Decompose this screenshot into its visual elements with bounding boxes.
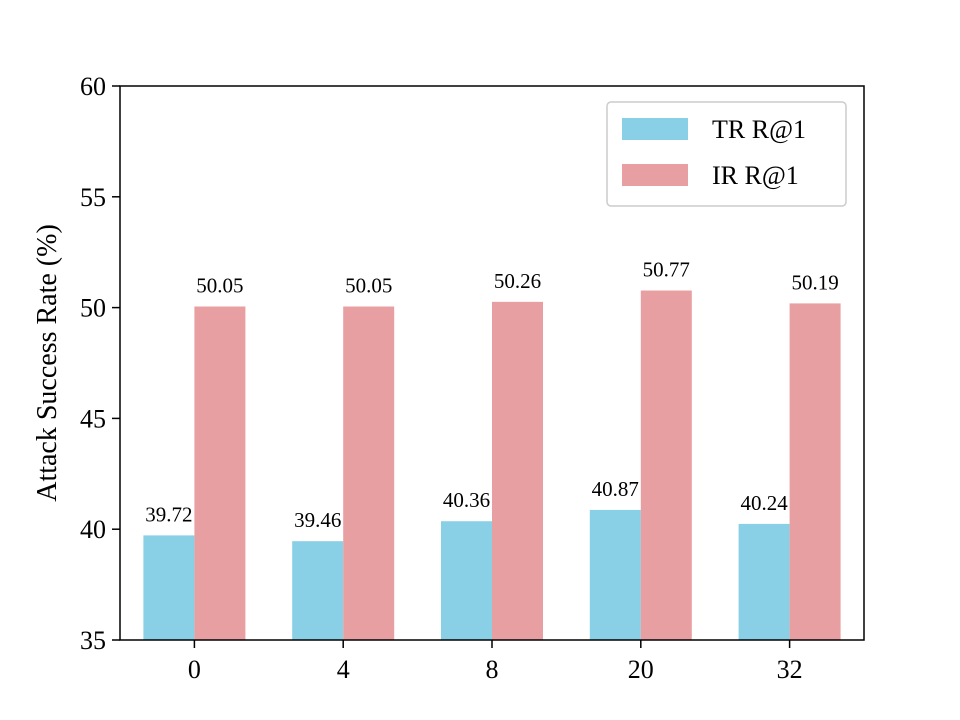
data-label-tr-20: 40.87 (592, 477, 639, 501)
y-tick-label-40: 40 (80, 515, 106, 544)
legend-label-ir: IR R@1 (712, 161, 799, 190)
bar-ir-4 (343, 306, 395, 640)
bars-layer (143, 290, 841, 640)
bar-tr-0 (143, 535, 195, 640)
bar-tr-8 (441, 521, 492, 640)
data-label-tr-4: 39.46 (294, 508, 341, 532)
bar-tr-20 (589, 509, 641, 640)
y-tick-label-35: 35 (80, 626, 106, 655)
data-labels-layer: 39.72 50.05 39.46 50.05 40.36 50.26 40.87 50.77… (145, 258, 838, 533)
bar-ir-32 (789, 303, 841, 640)
y-tick-label-50: 50 (80, 294, 106, 323)
legend-swatch-ir (622, 164, 688, 186)
data-label-tr-32: 40.24 (740, 491, 788, 515)
y-axis-title: Attack Success Rate (%) (32, 224, 63, 502)
x-tick-label-32: 32 (777, 655, 803, 684)
bar-tr-4 (292, 541, 344, 640)
y-tick-label-60: 60 (80, 72, 106, 101)
x-tick-label-8: 8 (486, 655, 499, 684)
data-label-ir-8: 50.26 (494, 269, 541, 293)
legend-label-tr: TR R@1 (712, 115, 806, 144)
legend-swatch-tr (622, 118, 688, 140)
bar-ir-0 (194, 306, 246, 640)
data-label-ir-4: 50.05 (345, 273, 392, 297)
x-tick-label-0: 0 (188, 655, 201, 684)
bar-ir-8 (492, 301, 543, 640)
bar-ir-20 (640, 290, 692, 640)
data-label-ir-32: 50.19 (791, 270, 838, 294)
axes-layer: 35 40 45 50 55 60 0 4 8 20 32 (80, 72, 865, 684)
x-tick-label-4: 4 (337, 655, 350, 684)
data-label-tr-0: 39.72 (145, 502, 192, 526)
y-tick-label-55: 55 (80, 183, 106, 212)
bar-tr-32 (738, 523, 790, 640)
y-tick-label-45: 45 (80, 404, 106, 433)
data-label-tr-8: 40.36 (443, 488, 490, 512)
x-tick-label-20: 20 (628, 655, 654, 684)
data-label-ir-0: 50.05 (196, 273, 243, 297)
data-label-ir-20: 50.77 (643, 258, 690, 282)
legend: TR R@1 IR R@1 (606, 101, 847, 207)
